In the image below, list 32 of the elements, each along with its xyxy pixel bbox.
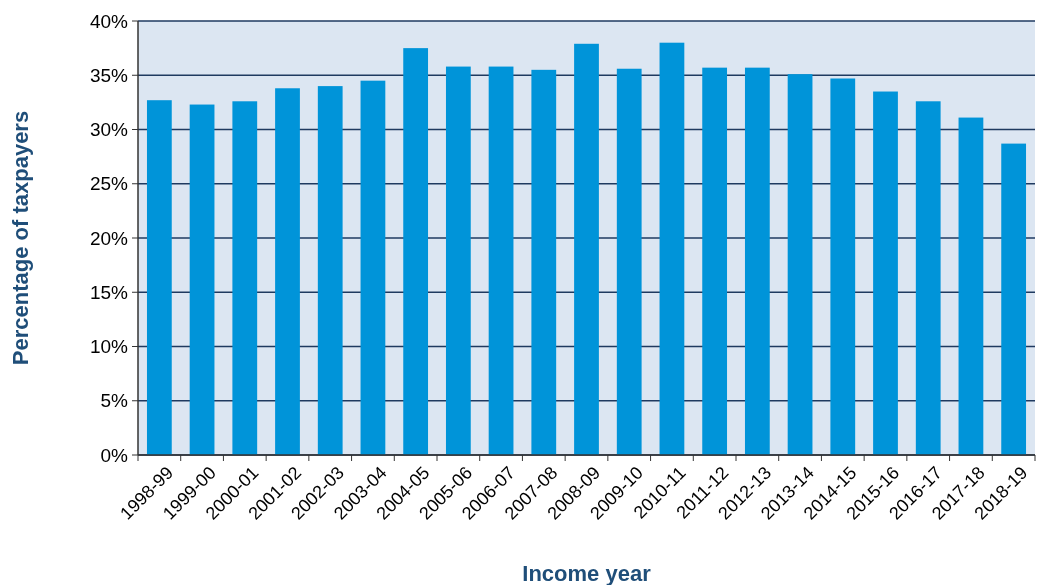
bar (744, 67, 770, 455)
bar (702, 67, 728, 455)
bar (659, 42, 685, 455)
bar (915, 101, 941, 455)
bar (232, 101, 258, 455)
y-tick-label: 5% (100, 390, 129, 412)
bar (873, 91, 898, 455)
y-tick-label: 0% (100, 444, 129, 466)
y-tick-label: 35% (89, 64, 129, 86)
bar (403, 48, 429, 455)
x-axis-title: Income year (522, 561, 652, 585)
bar (1001, 143, 1027, 455)
y-axis-title: Percentage of taxpayers (8, 110, 33, 366)
bar (360, 80, 386, 455)
bar (787, 74, 813, 455)
bar (275, 88, 300, 455)
y-tick-label: 20% (89, 227, 129, 249)
bar (574, 43, 599, 455)
y-tick-label: 15% (89, 281, 129, 303)
y-tick-label: 30% (89, 119, 129, 141)
bar (531, 69, 557, 455)
bar (616, 68, 642, 455)
bar (445, 66, 471, 455)
y-tick-label: 10% (89, 336, 129, 358)
y-tick-label: 25% (89, 173, 129, 195)
bar (189, 104, 215, 455)
bar (488, 66, 514, 455)
bar (146, 100, 172, 455)
bar (958, 117, 984, 455)
bar (317, 86, 343, 455)
bar (830, 78, 856, 455)
y-tick-label: 40% (89, 10, 129, 32)
